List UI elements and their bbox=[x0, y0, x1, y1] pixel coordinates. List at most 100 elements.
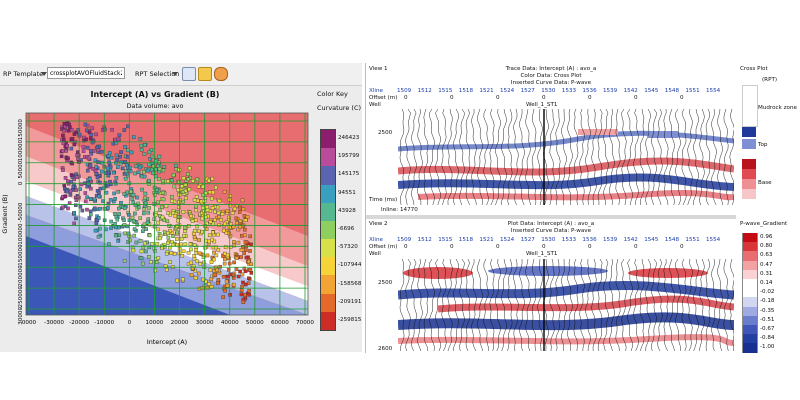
scatter-point bbox=[155, 260, 159, 264]
view2-time-tick-2500: 2500 bbox=[378, 280, 393, 286]
cross-plot-key-rpt: (RPT) bbox=[762, 77, 778, 83]
scatter-point bbox=[180, 184, 184, 189]
seismic-trace bbox=[423, 259, 429, 351]
rpt-selection-chevron-icon[interactable] bbox=[172, 72, 178, 76]
scatter-point bbox=[135, 222, 140, 227]
scatter-point bbox=[232, 206, 237, 211]
xline-tick: 1524 bbox=[500, 237, 515, 243]
scatter-point bbox=[134, 240, 139, 245]
scatter-point bbox=[163, 245, 167, 249]
scatter-point bbox=[210, 206, 215, 210]
scatter-point bbox=[72, 177, 76, 182]
scatter-point bbox=[248, 234, 252, 239]
scatter-point bbox=[142, 174, 147, 179]
seismic-trace bbox=[501, 109, 507, 205]
scatter-point bbox=[83, 191, 88, 195]
scatter-point bbox=[163, 264, 168, 269]
scatter-point bbox=[166, 235, 171, 240]
xline-tick: 1509 bbox=[397, 88, 412, 94]
seismic-trace bbox=[657, 259, 663, 351]
rp-template-label: RP Template bbox=[3, 70, 44, 78]
scatter-point bbox=[88, 163, 93, 168]
seismic-trace bbox=[681, 259, 687, 351]
pwave-key-segment bbox=[742, 233, 758, 243]
scatter-point bbox=[114, 176, 119, 180]
scatter-point bbox=[204, 227, 209, 231]
offset-value: 0 bbox=[404, 95, 408, 101]
scatter-point bbox=[103, 127, 107, 132]
rp-template-field[interactable] bbox=[47, 67, 125, 79]
scatter-point bbox=[122, 259, 127, 263]
scatter-point bbox=[117, 133, 122, 137]
scatter-point bbox=[123, 176, 128, 181]
scatter-point bbox=[139, 249, 144, 254]
scatter-point bbox=[143, 241, 147, 246]
crossplot-ylabel: Gradient (B) bbox=[1, 194, 9, 233]
scatter-point bbox=[126, 231, 131, 236]
color-key-segment bbox=[321, 166, 335, 185]
view1-title-color: Color Data: Cross Plot bbox=[520, 73, 582, 79]
seismic-trace bbox=[447, 109, 453, 205]
scatter-point bbox=[166, 211, 170, 215]
scatter-point bbox=[76, 128, 81, 132]
scatter-point bbox=[234, 267, 239, 271]
table-icon[interactable] bbox=[182, 67, 196, 81]
scatter-point bbox=[188, 242, 193, 246]
pwave-key-value: -0.18 bbox=[760, 298, 775, 305]
color-key-value: -57320 bbox=[338, 244, 358, 251]
scatter-point bbox=[197, 251, 202, 256]
seismic-trace bbox=[405, 109, 411, 205]
scatter-point bbox=[214, 245, 218, 250]
scatter-point bbox=[140, 224, 145, 228]
scatter-point bbox=[113, 233, 118, 238]
crossplot-canvas[interactable]: 0000 -30000 -20000 -10000 0 10000 20000 30000 40… bbox=[0, 86, 362, 352]
color-key-value: -259815 bbox=[338, 316, 362, 323]
view1-seismic-section[interactable] bbox=[398, 109, 734, 205]
scatter-point bbox=[243, 293, 247, 297]
scatter-point bbox=[86, 156, 91, 161]
xline-tick: 1548 bbox=[664, 237, 680, 243]
scatter-point bbox=[214, 185, 218, 190]
scatter-point bbox=[180, 190, 185, 194]
scatter-point bbox=[213, 273, 218, 278]
crossplot-x-ticks: 0000 -30000 -20000 -10000 0 10000 20000 30000 40… bbox=[22, 320, 314, 326]
pwave-key-value: 0.63 bbox=[760, 252, 773, 259]
seismic-trace bbox=[519, 259, 525, 351]
seismic-trace bbox=[657, 109, 663, 205]
scatter-point bbox=[133, 203, 138, 207]
folder-icon[interactable] bbox=[198, 67, 212, 81]
scatter-point bbox=[186, 250, 191, 255]
scatter-point bbox=[83, 181, 87, 185]
seismic-trace bbox=[555, 259, 561, 351]
scatter-point bbox=[114, 140, 119, 145]
pwave-key-segment bbox=[742, 315, 758, 325]
seismic-trace bbox=[501, 259, 507, 351]
pwave-key-value: -1.00 bbox=[760, 344, 775, 351]
seismic-trace bbox=[411, 109, 417, 205]
scatter-point bbox=[85, 195, 89, 199]
y-tick-label: -50000 bbox=[18, 202, 24, 222]
seismic-trace bbox=[693, 259, 699, 351]
scatter-point bbox=[127, 213, 131, 217]
palette-icon[interactable] bbox=[214, 67, 228, 81]
view2-seismic-section[interactable] bbox=[398, 259, 734, 351]
pwave-key-value: 0.80 bbox=[760, 243, 773, 250]
scatter-point bbox=[213, 218, 217, 222]
crossplot-title: Intercept (A) vs Gradient (B) bbox=[90, 90, 220, 99]
scatter-point bbox=[145, 220, 150, 225]
view1-xline-label: Xline bbox=[369, 88, 383, 94]
view-splitter[interactable] bbox=[366, 215, 736, 219]
rp-template-chevron-icon[interactable] bbox=[41, 72, 47, 76]
scatter-point bbox=[213, 209, 217, 214]
xline-tick: 1551 bbox=[685, 237, 700, 243]
x-tick-label: 40000 bbox=[221, 320, 239, 326]
scatter-point bbox=[74, 203, 78, 207]
scatter-point bbox=[104, 227, 108, 232]
seismic-trace bbox=[549, 259, 555, 351]
scatter-point bbox=[195, 177, 199, 182]
scatter-point bbox=[216, 232, 220, 237]
xline-tick: 1521 bbox=[479, 88, 494, 94]
color-key-segment bbox=[321, 220, 335, 240]
seismic-trace bbox=[633, 259, 639, 351]
scatter-point bbox=[168, 260, 172, 264]
